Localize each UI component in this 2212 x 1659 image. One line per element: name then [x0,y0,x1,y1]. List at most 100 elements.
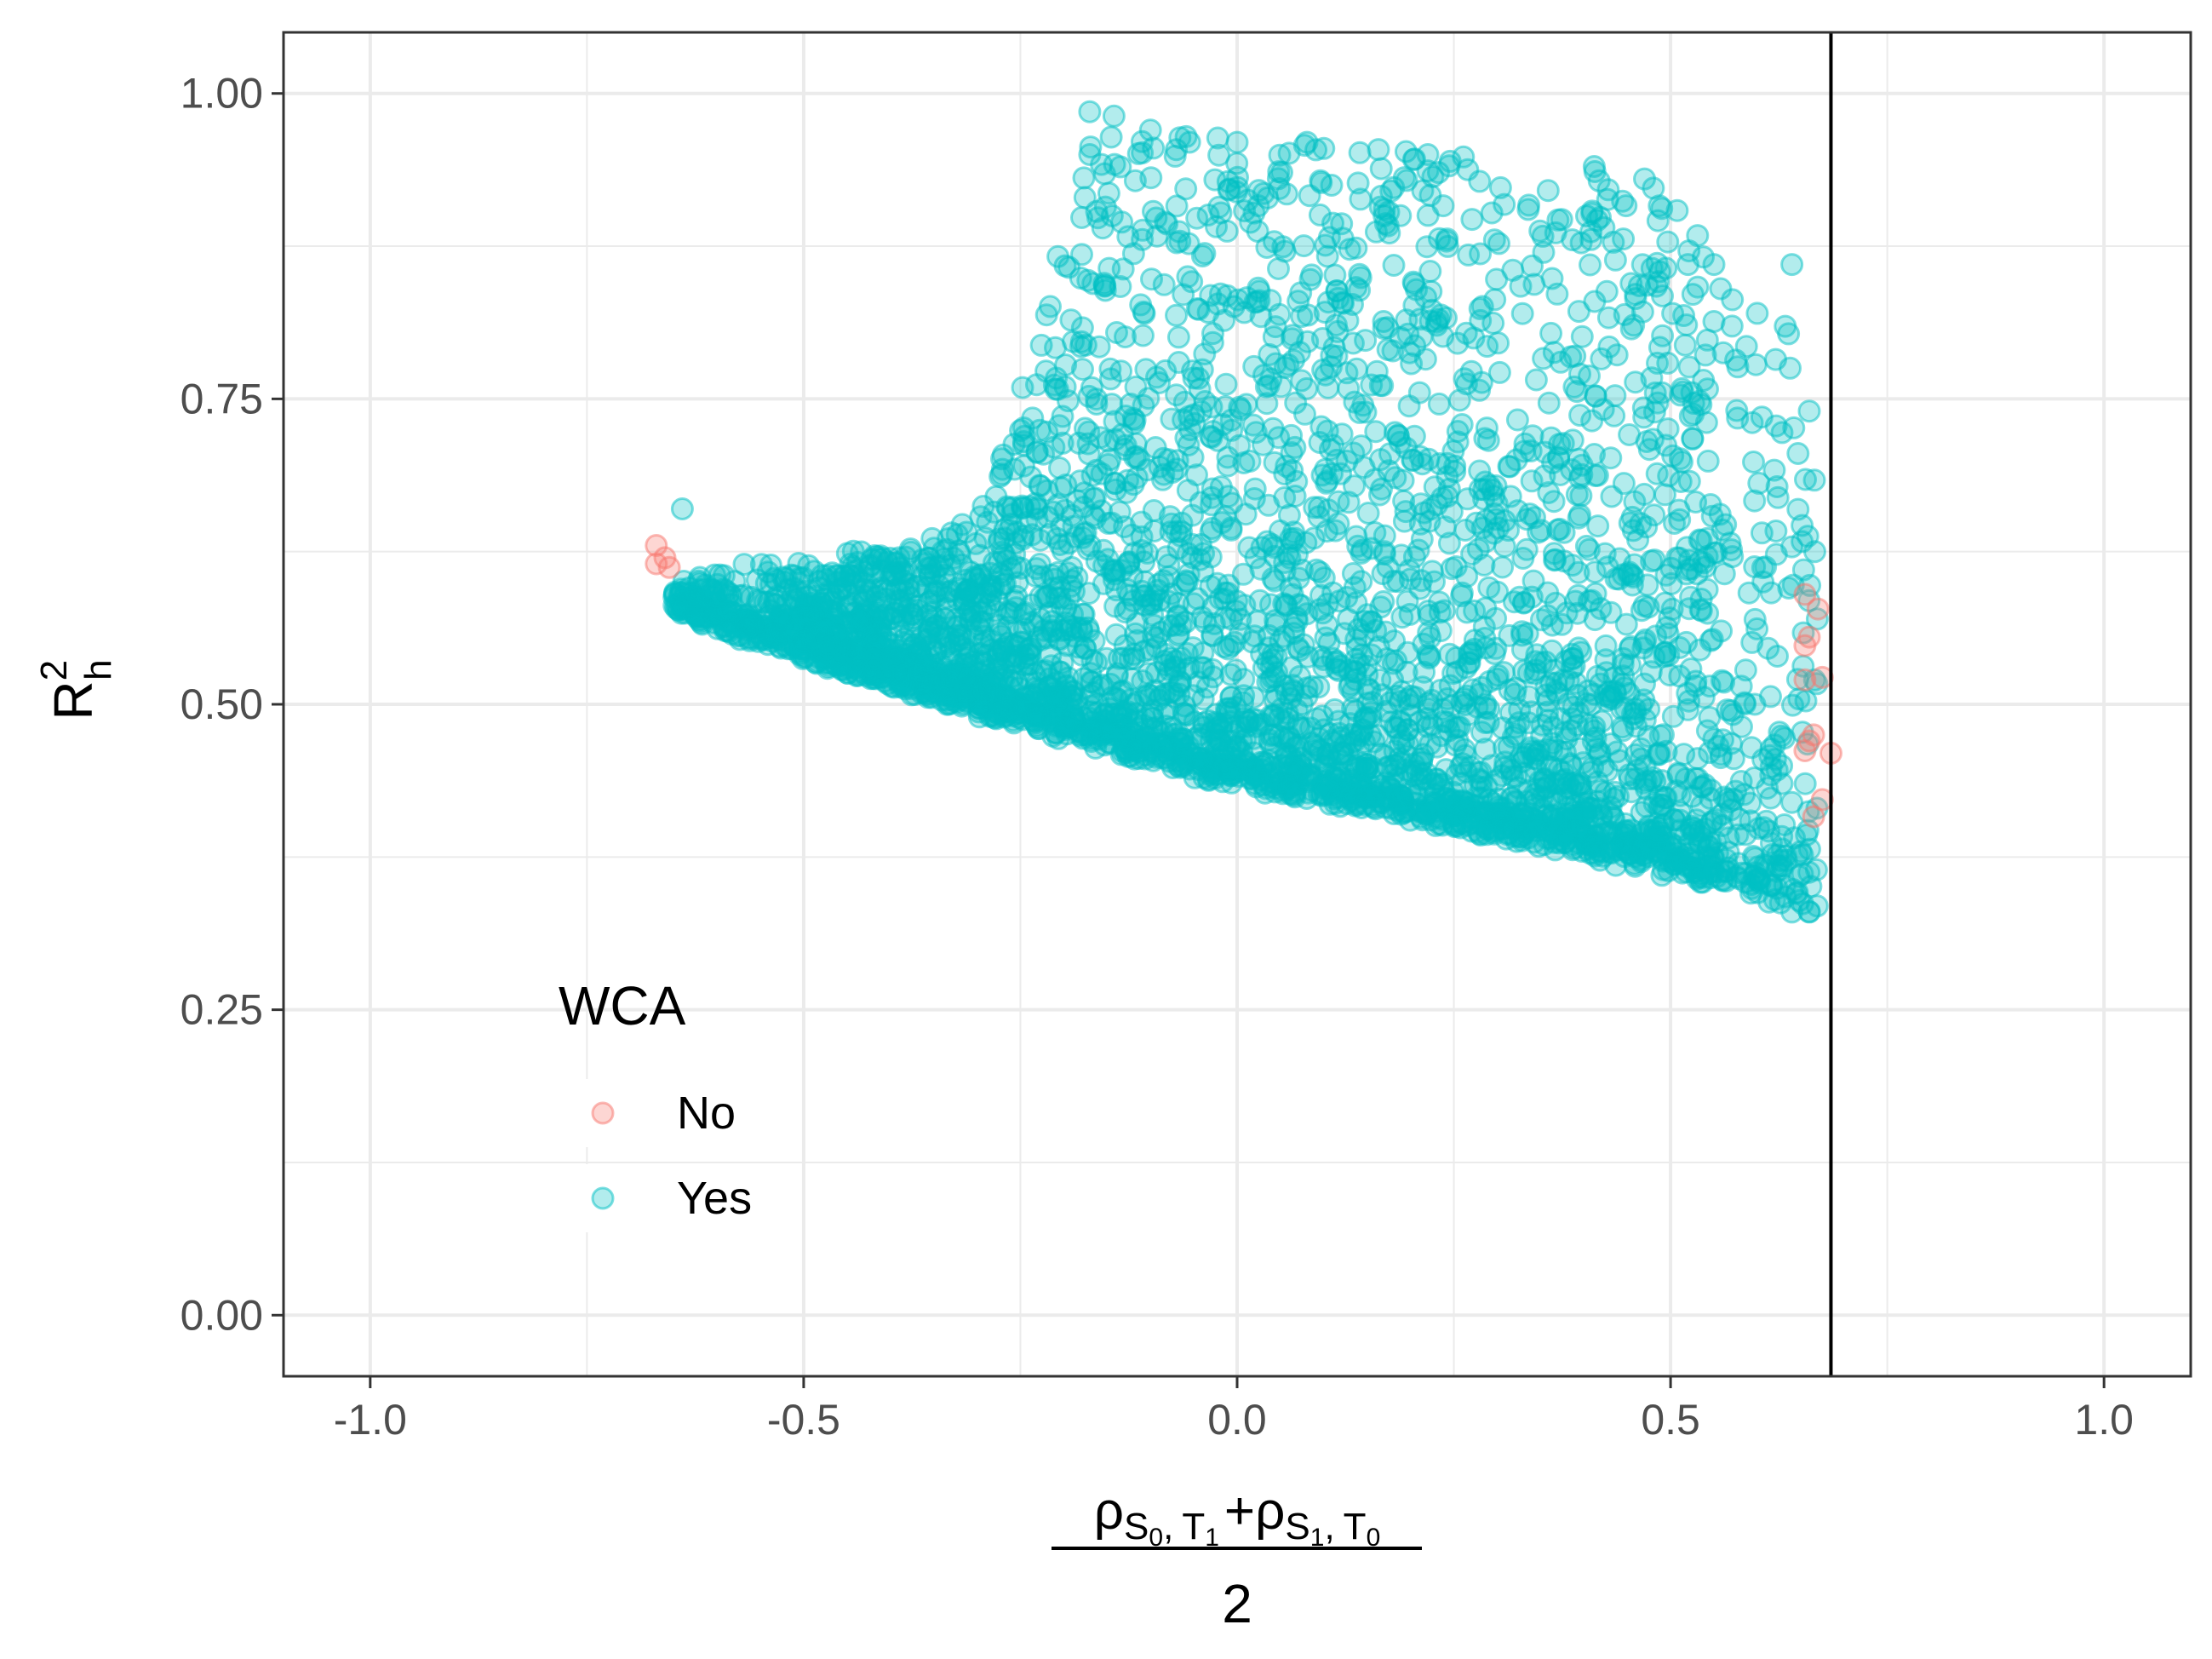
y-label-sub: h [77,659,119,680]
point-yes [1274,746,1298,770]
point-yes [977,672,1001,696]
point-yes [1072,667,1096,691]
point-yes [1367,138,1390,162]
point-no [1806,597,1830,621]
point-yes [957,684,981,708]
point-yes [1354,329,1378,353]
point-yes [1092,554,1116,577]
point-yes [1745,868,1769,892]
point-yes [1427,392,1451,416]
point-yes [1450,772,1474,795]
point-yes [1411,452,1435,476]
point-yes [1641,766,1665,789]
point-yes [1163,613,1187,637]
legend-label-no: No [677,1088,736,1139]
series-yes-points [662,100,1829,924]
y-tick-label: 0.50 [181,680,263,728]
point-yes [988,698,1011,722]
point-yes [1192,542,1216,565]
point-yes [1670,376,1693,400]
x-label-plus: + [1224,1482,1255,1541]
point-yes [1470,769,1493,793]
point-yes [1163,144,1187,168]
point-yes [1131,227,1155,251]
point-yes [1614,612,1638,636]
point-yes [1716,698,1739,722]
point-yes [1458,642,1481,666]
point-yes [1491,817,1515,841]
point-yes [1325,767,1349,791]
point-yes [1165,383,1189,407]
point-yes [1600,485,1624,508]
point-yes [1104,623,1128,646]
point-yes [1023,491,1047,515]
point-yes [973,526,997,550]
point-yes [1157,565,1181,588]
point-yes [1530,713,1554,737]
point-yes [1425,735,1449,759]
point-yes [1702,253,1726,277]
point-yes [1376,316,1399,340]
point-yes [1602,404,1626,428]
point-yes [1267,724,1291,748]
point-yes [1123,445,1146,469]
point-yes [1070,316,1094,340]
point-yes [1004,554,1028,578]
point-yes [1567,636,1590,660]
point-yes [878,607,902,631]
point-yes [1344,754,1368,778]
point-yes [1286,635,1309,659]
point-yes [1417,692,1441,715]
point-yes [1072,166,1096,190]
point-yes [1050,594,1074,617]
point-yes [1779,356,1802,380]
point-yes [1109,680,1133,703]
point-yes [1271,778,1295,802]
point-yes [1295,685,1319,708]
point-yes [1480,201,1504,225]
point-yes [1666,763,1690,787]
point-yes [1455,565,1479,588]
point-yes [1747,817,1771,841]
point-yes [1547,445,1571,469]
point-yes [1524,368,1548,392]
point-yes [1095,646,1119,670]
point-yes [1766,645,1789,668]
point-yes [1019,593,1043,617]
point-yes [1567,300,1590,324]
point-yes [1011,631,1034,654]
point-yes [1786,442,1810,465]
point-yes [1157,589,1181,613]
point-yes [1765,475,1789,498]
point-yes [1324,519,1347,542]
point-yes [1257,374,1281,398]
point-yes [1418,260,1442,283]
point-yes [1416,643,1440,667]
point-yes [1078,100,1102,123]
point-yes [1577,537,1601,561]
point-yes [1657,464,1681,488]
point-no [1793,634,1817,657]
point-yes [1540,267,1564,290]
point-yes [1105,321,1128,344]
point-yes [1407,751,1431,775]
point-yes [1709,277,1733,301]
point-yes [1310,327,1334,350]
point-yes [1652,812,1676,836]
point-yes [1241,413,1265,437]
x-label-rho-1: ρ [1094,1482,1124,1541]
x-label-s0: S [1124,1506,1149,1547]
point-yes [1282,616,1306,640]
point-yes [1216,169,1240,193]
point-yes [1292,234,1315,258]
point-yes [1786,497,1810,521]
point-yes [1115,480,1138,504]
point-yes [1201,330,1224,354]
point-yes [1452,145,1476,169]
point-yes [817,632,841,656]
point-yes [1378,691,1402,715]
point-yes [1739,736,1763,760]
point-yes [1026,702,1050,726]
point-yes [1695,577,1719,601]
